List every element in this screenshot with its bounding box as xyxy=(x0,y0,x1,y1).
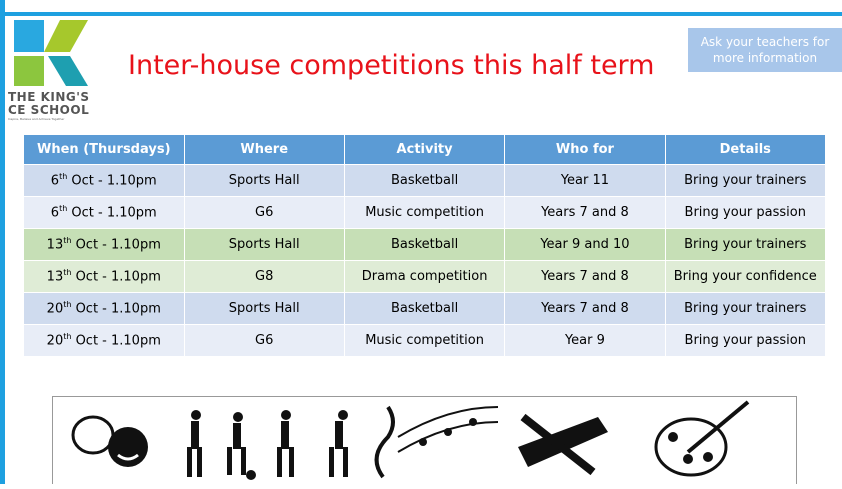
table-row: 6th Oct - 1.10pm Sports Hall Basketball Yea… xyxy=(23,164,827,197)
table-cell: Years 7 and 8 xyxy=(504,196,666,229)
table-body: 6th Oct - 1.10pm Sports Hall Basketball Yea… xyxy=(23,164,827,357)
schedule-table: When (Thursdays) Where Activity Who for Deta… xyxy=(23,134,827,357)
day-suffix: th xyxy=(63,236,72,246)
activity-images xyxy=(52,396,797,484)
table-cell: G6 xyxy=(183,196,345,229)
activity-icons xyxy=(71,400,750,480)
table-cell: Basketball xyxy=(343,164,506,197)
table-cell: Music competition xyxy=(343,324,506,357)
info-note: Ask your teachers for more information xyxy=(688,28,842,72)
table-row: 13th Oct - 1.10pm Sports Hall Basketball Ye… xyxy=(23,228,827,261)
table-row: 6th Oct - 1.10pm G6 Music competition Years… xyxy=(23,196,827,229)
day-suffix: th xyxy=(63,300,72,310)
logo-text: THE KING'S xyxy=(8,90,90,104)
table-cell: Bring your trainers xyxy=(664,228,827,261)
time: Oct - 1.10pm xyxy=(71,333,161,349)
day: 20 xyxy=(46,301,64,317)
logo-text: CE SCHOOL xyxy=(8,103,90,117)
table-row: 20th Oct - 1.10pm Sports Hall Basketball Ye… xyxy=(23,292,827,325)
table-cell: Music competition xyxy=(343,196,506,229)
day-suffix: th xyxy=(59,204,68,214)
table-cell: Years 7 and 8 xyxy=(504,292,666,325)
table-cell: Sports Hall xyxy=(183,164,345,197)
day-suffix: th xyxy=(59,172,68,182)
table-cell: Year 11 xyxy=(504,164,666,197)
time: Oct - 1.10pm xyxy=(71,269,161,285)
title: Inter-house competitions this half term xyxy=(128,50,655,81)
time: Oct - 1.10pm xyxy=(67,173,157,189)
table-cell: Sports Hall xyxy=(183,292,345,325)
table-cell: Basketball xyxy=(343,228,506,261)
date-cell: 20th Oct - 1.10pm xyxy=(23,292,185,325)
day-suffix: th xyxy=(63,332,72,342)
time: Oct - 1.10pm xyxy=(67,205,157,221)
table-cell: G6 xyxy=(183,324,345,357)
date-cell: 6th Oct - 1.10pm xyxy=(23,164,185,197)
table-cell: Year 9 xyxy=(504,324,666,357)
table-cell: Bring your confidence xyxy=(664,260,827,293)
day: 13 xyxy=(46,269,64,285)
date-cell: 13th Oct - 1.10pm xyxy=(23,228,185,261)
header-row: When (Thursdays) Where Activity Who for Deta… xyxy=(23,134,827,165)
column-header: Who for xyxy=(504,134,666,165)
table-row: 13th Oct - 1.10pm G8 Drama competition Year… xyxy=(23,260,827,293)
left-border xyxy=(0,0,5,484)
column-header: When (Thursdays) xyxy=(23,134,185,165)
column-header: Where xyxy=(183,134,345,165)
date-cell: 13th Oct - 1.10pm xyxy=(23,260,185,293)
table-cell: Bring your passion xyxy=(664,196,827,229)
time: Oct - 1.10pm xyxy=(71,237,161,253)
date-cell: 20th Oct - 1.10pm xyxy=(23,324,185,357)
logo-mark xyxy=(14,20,88,86)
table-cell: Years 7 and 8 xyxy=(504,260,666,293)
table-cell: Bring your trainers xyxy=(664,292,827,325)
day: 20 xyxy=(46,333,64,349)
table-cell: G8 xyxy=(183,260,345,293)
top-strip xyxy=(0,0,842,16)
column-header: Activity xyxy=(343,134,506,165)
day: 6 xyxy=(50,205,60,221)
day: 13 xyxy=(46,237,64,253)
day: 6 xyxy=(50,173,60,189)
table-cell: Drama competition xyxy=(343,260,506,293)
column-header: Details xyxy=(664,134,827,165)
table-cell: Bring your trainers xyxy=(664,164,827,197)
day-suffix: th xyxy=(63,268,72,278)
table-cell: Sports Hall xyxy=(183,228,345,261)
time: Oct - 1.10pm xyxy=(71,301,161,317)
date-cell: 6th Oct - 1.10pm xyxy=(23,196,185,229)
table-cell: Bring your passion xyxy=(664,324,827,357)
table-row: 20th Oct - 1.10pm G6 Music competition Year… xyxy=(23,324,827,357)
table-cell: Basketball xyxy=(343,292,506,325)
logo-tagline: Inspire, Believe and Achieve Together xyxy=(8,117,65,121)
table-cell: Year 9 and 10 xyxy=(504,228,666,261)
